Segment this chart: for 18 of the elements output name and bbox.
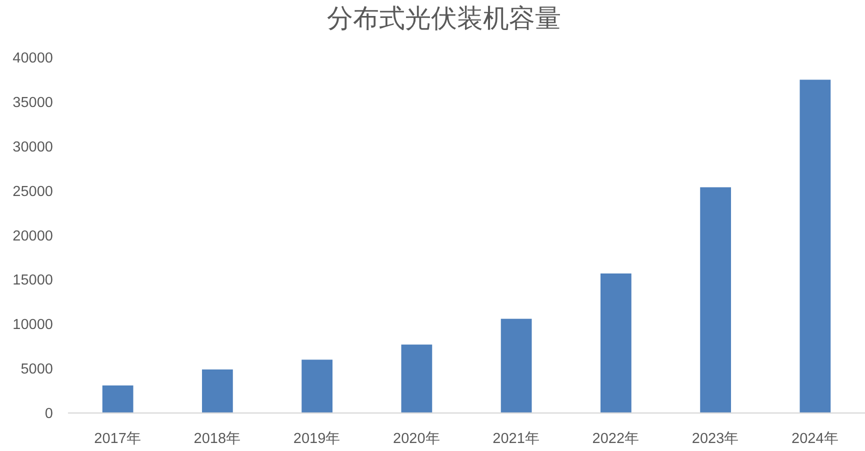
x-tick-label: 2021年 [492,431,540,447]
y-tick-label: 25000 [12,184,53,200]
x-tick-label: 2023年 [692,431,740,447]
x-tick-label: 2018年 [194,431,242,447]
x-tick-label: 2020年 [393,431,440,447]
x-tick-label: 2017年 [94,431,142,447]
x-tick-label: 2019年 [293,431,341,447]
x-tick-label: 2022年 [592,431,640,447]
y-tick-label: 20000 [12,228,53,244]
y-tick-label: 10000 [12,317,53,334]
y-tick-label: 5000 [20,362,53,378]
y-tick-label: 40000 [12,50,53,66]
y-tick-label: 30000 [12,139,53,156]
y-tick-label: 0 [44,406,53,422]
x-tick-label: 2024年 [792,431,839,447]
y-tick-label: 35000 [12,94,53,111]
y-tick-label: 15000 [12,272,53,289]
title: 分布式光伏装机容量 [327,4,561,33]
